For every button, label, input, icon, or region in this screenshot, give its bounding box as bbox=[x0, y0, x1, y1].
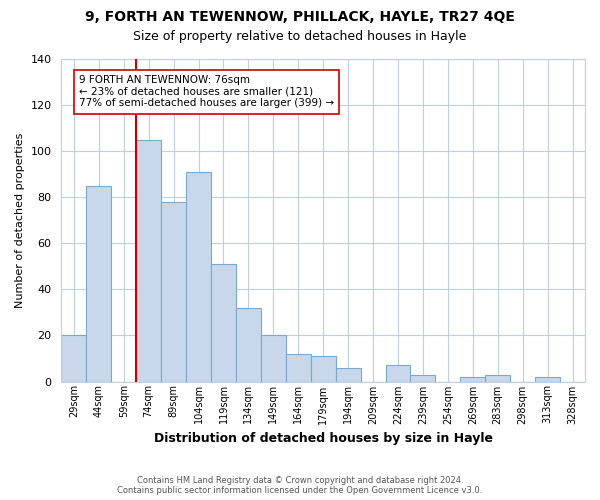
Bar bbox=[61, 336, 86, 382]
Text: Contains HM Land Registry data © Crown copyright and database right 2024.
Contai: Contains HM Land Registry data © Crown c… bbox=[118, 476, 482, 495]
Bar bbox=[86, 186, 111, 382]
Bar bbox=[460, 377, 485, 382]
Bar bbox=[236, 308, 261, 382]
Bar bbox=[261, 336, 286, 382]
Y-axis label: Number of detached properties: Number of detached properties bbox=[15, 132, 25, 308]
Bar bbox=[161, 202, 186, 382]
Bar bbox=[186, 172, 211, 382]
X-axis label: Distribution of detached houses by size in Hayle: Distribution of detached houses by size … bbox=[154, 432, 493, 445]
Bar bbox=[136, 140, 161, 382]
Bar bbox=[311, 356, 335, 382]
Text: Size of property relative to detached houses in Hayle: Size of property relative to detached ho… bbox=[133, 30, 467, 43]
Bar bbox=[485, 374, 510, 382]
Bar bbox=[335, 368, 361, 382]
Text: 9, FORTH AN TEWENNOW, PHILLACK, HAYLE, TR27 4QE: 9, FORTH AN TEWENNOW, PHILLACK, HAYLE, T… bbox=[85, 10, 515, 24]
Bar bbox=[410, 374, 436, 382]
Bar bbox=[535, 377, 560, 382]
Bar bbox=[211, 264, 236, 382]
Text: 9 FORTH AN TEWENNOW: 76sqm
← 23% of detached houses are smaller (121)
77% of sem: 9 FORTH AN TEWENNOW: 76sqm ← 23% of deta… bbox=[79, 75, 334, 108]
Bar bbox=[386, 366, 410, 382]
Bar bbox=[286, 354, 311, 382]
